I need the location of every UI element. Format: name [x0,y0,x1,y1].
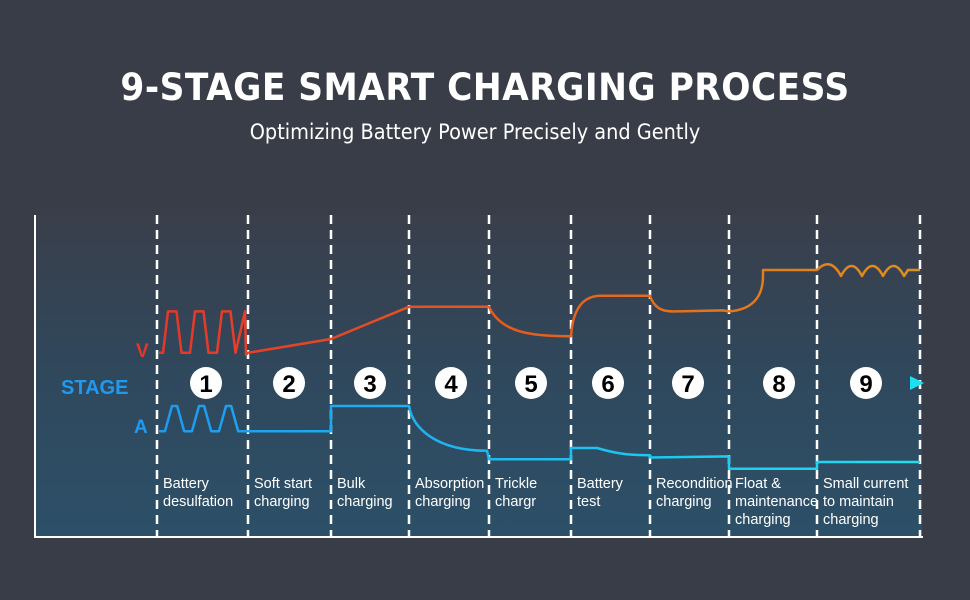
stage-name-line: Recondition [656,476,733,492]
current-label: A [134,417,148,438]
stage-marker: 9 [850,367,882,399]
voltage-line [159,263,920,357]
stage-number: 1 [199,371,212,398]
stage-name-line: charging [823,512,879,528]
stage-name-line: maintenance [735,494,818,510]
stage-number-circle [435,367,467,399]
stage-number: 3 [363,371,376,398]
stage-name-line: charging [656,494,712,510]
stage-name-line: to maintain [823,494,894,510]
stage-marker: 1 [190,367,222,399]
stage-marker: 2 [273,367,305,399]
stage-name-line: Trickle [495,476,537,492]
stage-marker: 8 [763,367,795,399]
stage-number-circle [763,367,795,399]
stage-number-circle [190,367,222,399]
stage-name: Trickle chargr [495,476,537,510]
stage-marker: 3 [354,367,386,399]
stage-name: Absorption charging [415,476,484,510]
stage-marker: 5 [515,367,547,399]
stage-name-line: charging [254,494,310,510]
stage-marker: 4 [435,367,467,399]
stage-number: 7 [681,371,694,398]
stage-name-line: charging [337,494,393,510]
stage-name: Battery desulfation [163,476,233,510]
stage-number: 4 [444,371,458,398]
stage-number-circle [273,367,305,399]
stage-name: Float & maintenance charging [735,476,818,528]
stage-label: STAGE [61,377,128,399]
stage-number: 5 [524,371,537,398]
stage-number: 2 [282,371,295,398]
stage-name: Small current to maintain charging [823,476,908,528]
stage-number: 9 [859,371,872,398]
stage-name-line: Battery [577,476,624,492]
voltage-label: V [136,341,149,362]
stage-name-line: Soft start [254,476,312,492]
stage-number-circle [850,367,882,399]
stage-marker: 7 [672,367,704,399]
stage-number-circle [354,367,386,399]
stage-name-line: desulfation [163,494,233,510]
stage-name-line: Float & [735,476,781,492]
stage-name-line: test [577,494,600,510]
stage-name: Bulk charging [337,476,393,510]
stage-name-line: charging [415,494,471,510]
stage-name-line: Small current [823,476,908,492]
timeline-arrow-icon [910,376,924,390]
stage-name-line: Bulk [337,476,366,492]
stage-number: 8 [772,371,785,398]
stage-name-line: Absorption [415,476,484,492]
stage-name: Recondition charging [656,476,733,510]
stage-name-line: chargr [495,494,536,510]
stage-name: Soft start charging [254,476,312,510]
stage-name-line: Battery [163,476,210,492]
stage-number: 6 [601,371,614,398]
current-curve [159,404,920,470]
voltage-curve [159,263,920,357]
current-line [159,404,920,470]
stage-name: Battery test [577,476,624,510]
page-subtitle: Optimizing Battery Power Precisely and G… [249,120,701,144]
page-title: 9-STAGE SMART CHARGING PROCESS [120,66,850,109]
stage-number-circle [515,367,547,399]
stage-name-line: charging [735,512,791,528]
stage-number-circle [592,367,624,399]
stage-marker: 6 [592,367,624,399]
stage-number-circle [672,367,704,399]
stage-markers: 1 2 3 4 5 6 7 8 9 [190,367,882,399]
